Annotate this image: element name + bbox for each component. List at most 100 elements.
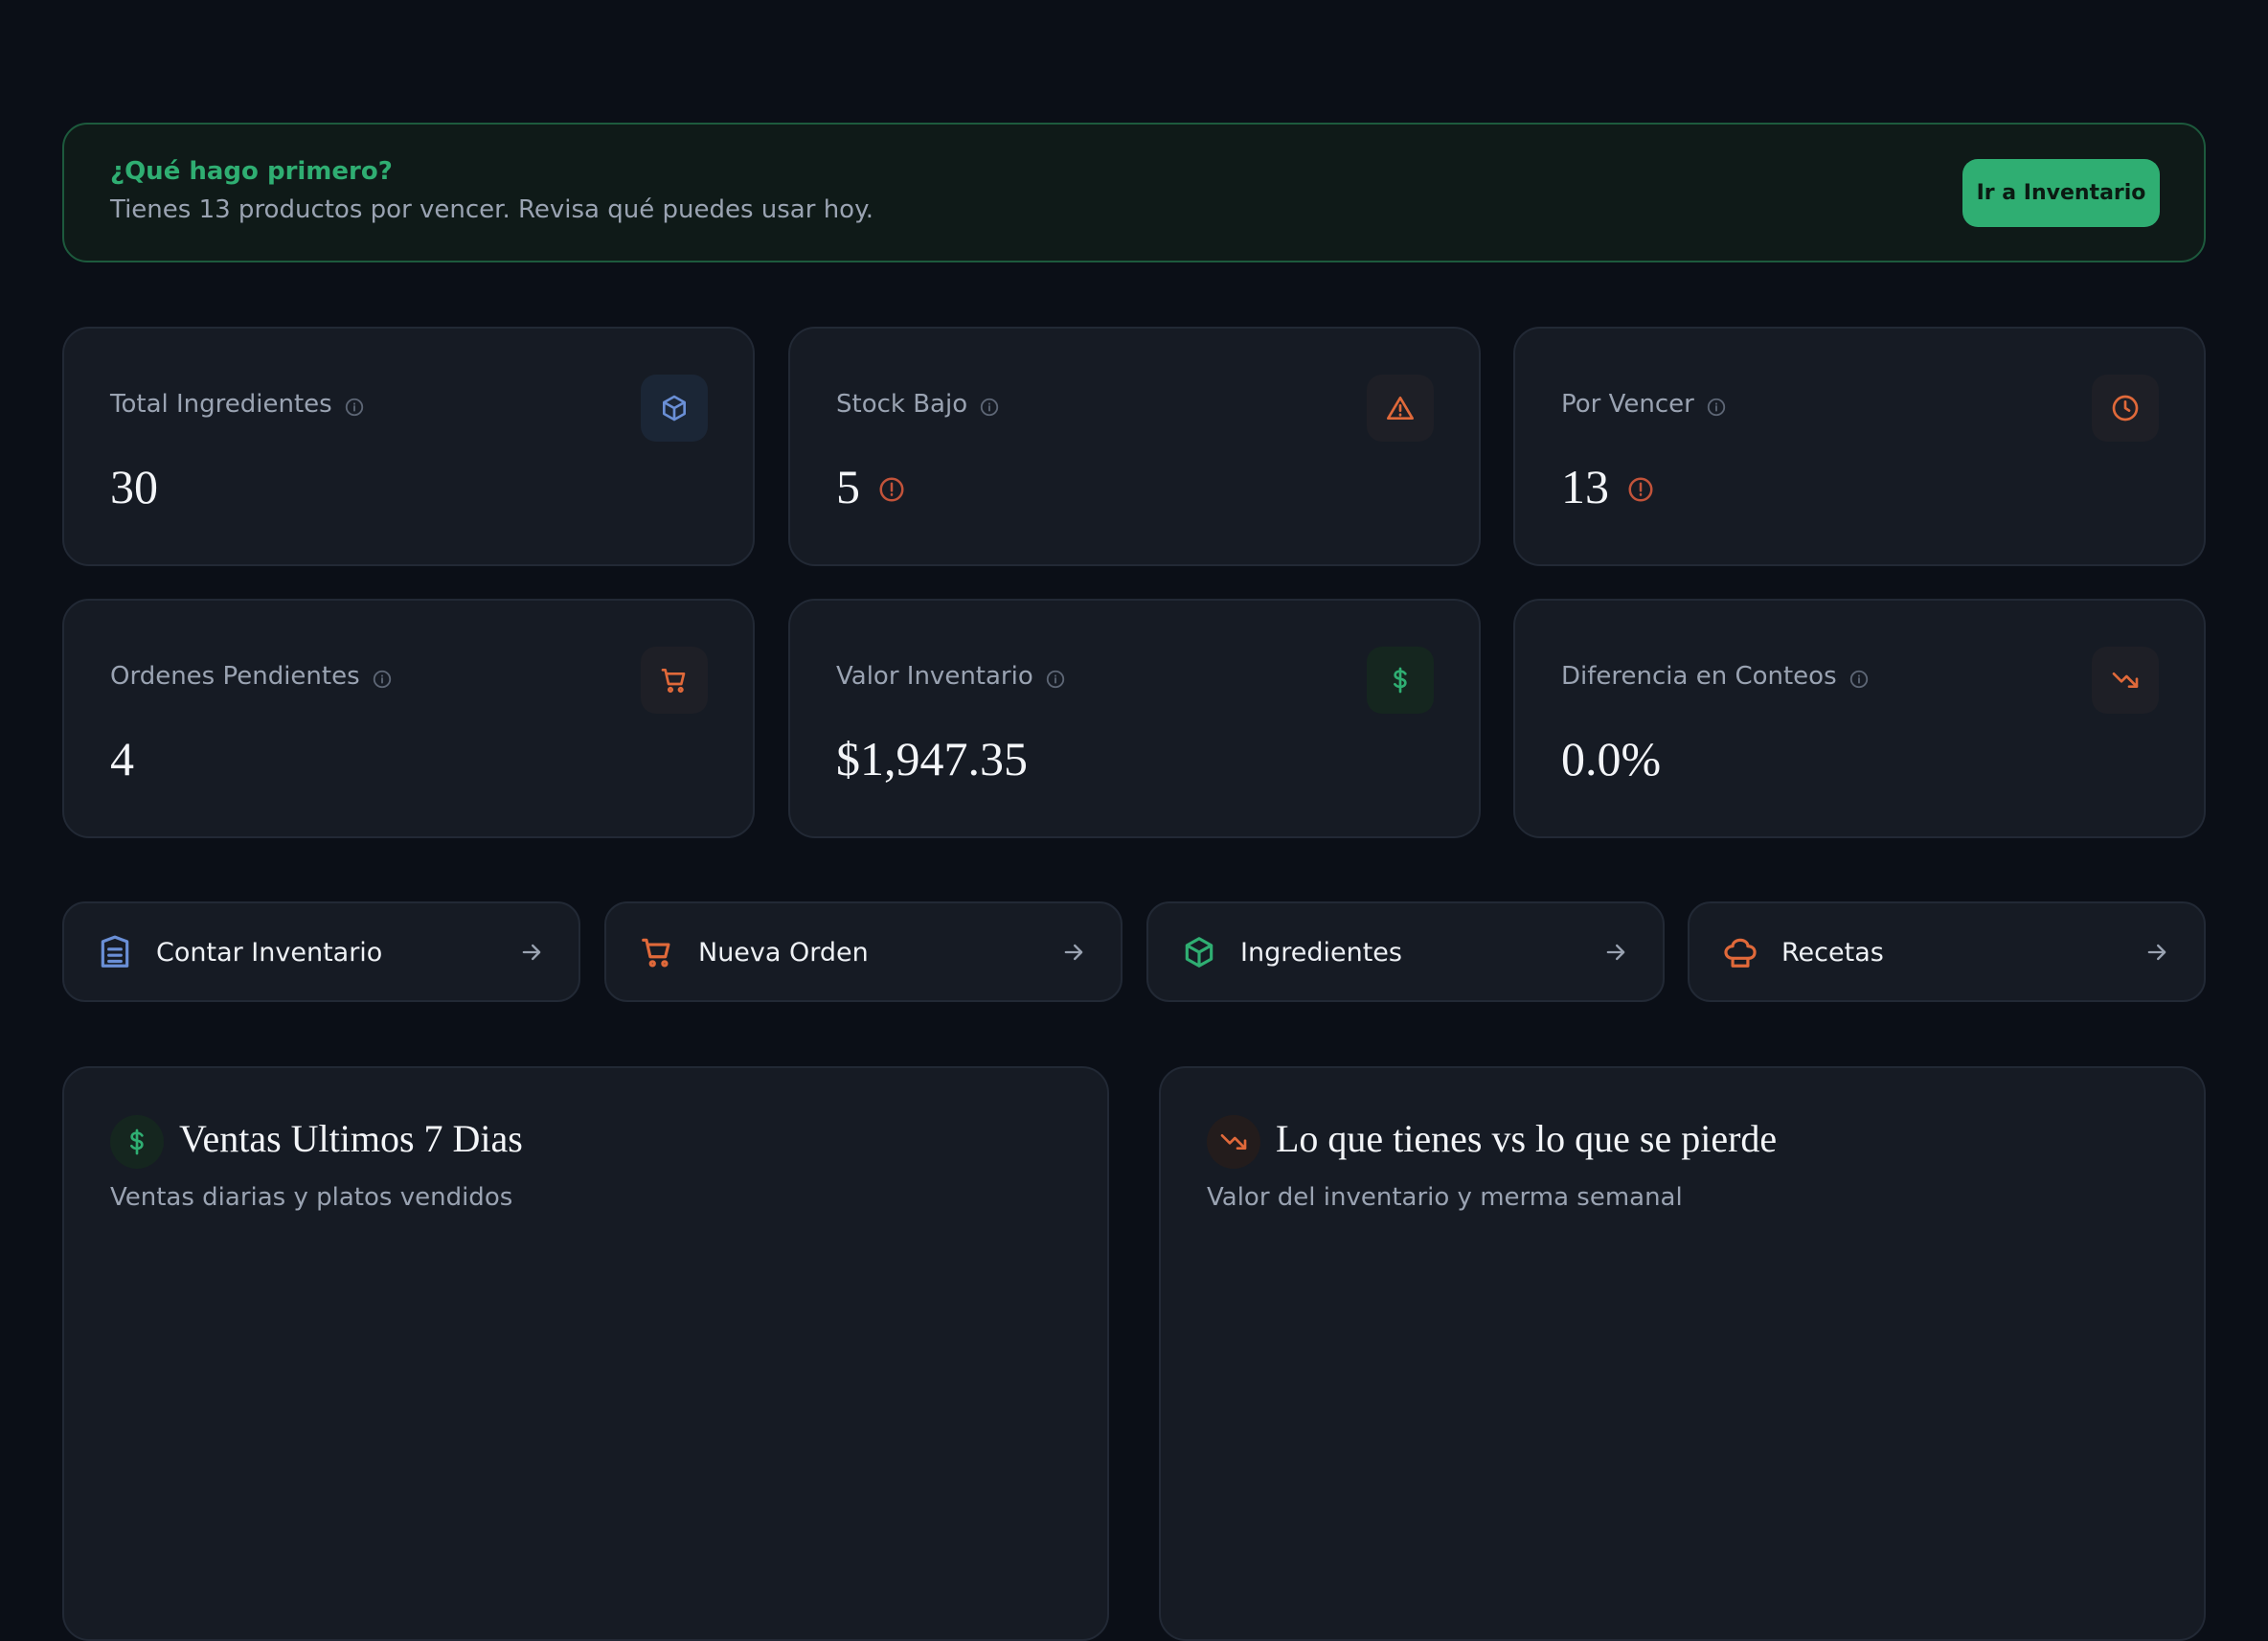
stat-label: Ordenes Pendientes: [110, 662, 360, 691]
icon-part: [1064, 944, 1083, 961]
stat-icon-box: [1367, 647, 1434, 714]
icon-part: [522, 944, 541, 961]
chart-icon-box: [110, 1115, 164, 1169]
chart-subtitle: Valor del inventario y merma semanal: [1207, 1183, 1683, 1212]
icon-part: [1394, 667, 1407, 694]
icon-part: [1185, 937, 1213, 968]
icon-part: [373, 670, 391, 689]
icon-part: [522, 944, 541, 961]
icon-part: [345, 398, 363, 417]
icon-part: [2112, 395, 2139, 422]
icon-part: [642, 938, 670, 968]
icon: [1706, 397, 1727, 418]
stat-icon-box: [2092, 647, 2159, 714]
icon-part: [2112, 672, 2139, 688]
stat-card: Total Ingredientes 30: [62, 327, 755, 566]
icon-part: [1606, 944, 1625, 961]
icon: [1385, 393, 1416, 423]
action-label: Contar Inventario: [156, 938, 383, 968]
icon: [122, 1127, 152, 1157]
icon: [2143, 939, 2170, 966]
icon-part: [663, 395, 686, 422]
chart-panel: Ventas Ultimos 7 Dias Ventas diarias y pl…: [62, 1066, 1109, 1641]
icon: [518, 939, 545, 966]
icon-part: [667, 686, 674, 694]
banner-title: ¿Qué hago primero?: [110, 157, 393, 186]
action-button[interactable]: Recetas: [1688, 901, 2206, 1002]
banner-button[interactable]: Ir a Inventario: [1962, 159, 2160, 227]
icon-part: [980, 398, 999, 417]
action-button[interactable]: Contar Inventario: [62, 901, 580, 1002]
stat-value: 30: [110, 460, 158, 513]
icon: [979, 397, 1000, 418]
icon-part: [677, 686, 684, 694]
stat-label: Stock Bajo: [836, 390, 968, 419]
icon-part: [1724, 938, 1757, 968]
icon-part: [101, 935, 129, 968]
action-button[interactable]: Ingredientes: [1146, 901, 1665, 1002]
icon-part: [1046, 670, 1064, 689]
stat-icon-box: [641, 647, 708, 714]
icon-part: [1606, 944, 1625, 961]
stat-label: Diferencia en Conteos: [1561, 662, 1837, 691]
icon-part: [373, 670, 391, 689]
icon-part: [1220, 1134, 1247, 1150]
stat-card: Ordenes Pendientes 4: [62, 599, 755, 838]
icon: [2110, 665, 2141, 695]
icon-part: [1707, 398, 1726, 417]
chart-icon-box: [1207, 1115, 1260, 1169]
stat-icon-box: [641, 375, 708, 442]
action-label: Recetas: [1781, 938, 1884, 968]
stat-value: 4: [110, 732, 134, 786]
icon-part: [2147, 944, 2166, 961]
stat-card: Stock Bajo 5: [788, 327, 1481, 566]
chart-panel: Lo que tienes vs lo que se pierde Valor d…: [1159, 1066, 2206, 1641]
icon-part: [980, 398, 999, 417]
icon-part: [130, 1128, 144, 1155]
icon-part: [345, 398, 363, 417]
action-button[interactable]: Nueva Orden: [604, 901, 1123, 1002]
banner: ¿Qué hago primero? Tienes 13 productos p…: [62, 123, 2206, 262]
icon-part: [1220, 1134, 1247, 1150]
stat-label: Total Ingredientes: [110, 390, 332, 419]
page: ¿Qué hago primero? Tienes 13 productos p…: [62, 123, 2206, 1641]
icon-part: [1707, 398, 1726, 417]
icon: [1602, 939, 1629, 966]
icon: [2110, 393, 2141, 423]
stat-card: Por Vencer 13: [1513, 327, 2206, 566]
icon-part: [1849, 670, 1868, 689]
icon-part: [2112, 672, 2139, 688]
icon: [1848, 669, 1870, 690]
icon-part: [661, 669, 686, 686]
action-label: Nueva Orden: [698, 938, 869, 968]
icon-part: [648, 960, 656, 968]
icon-part: [1724, 938, 1757, 968]
icon-part: [1628, 477, 1653, 502]
icon: [1626, 475, 1655, 504]
icon-part: [879, 477, 904, 502]
stat-icon-box: [1367, 375, 1434, 442]
icon-part: [2147, 944, 2166, 961]
icon: [639, 934, 675, 970]
chart-title: Lo que tienes vs lo que se pierde: [1276, 1117, 1778, 1160]
icon-part: [2112, 395, 2139, 422]
icon-part: [879, 477, 904, 502]
stat-card: Valor Inventario $1,947.35: [788, 599, 1481, 838]
icon-part: [1387, 397, 1414, 420]
icon: [372, 669, 393, 690]
icon-part: [2123, 400, 2131, 412]
icon: [97, 934, 133, 970]
icon-part: [101, 935, 129, 968]
icon: [1045, 669, 1066, 690]
icon-part: [1394, 667, 1407, 694]
stat-card: Diferencia en Conteos 0.0%: [1513, 599, 2206, 838]
icon: [877, 475, 906, 504]
action-label: Ingredientes: [1240, 938, 1402, 968]
icon: [344, 397, 365, 418]
stat-value: $1,947.35: [836, 732, 1028, 786]
icon-part: [1387, 397, 1414, 420]
stat-value: 5: [836, 460, 860, 513]
stat-value: 13: [1561, 460, 1609, 513]
icon-part: [1849, 670, 1868, 689]
icon-part: [661, 669, 686, 694]
